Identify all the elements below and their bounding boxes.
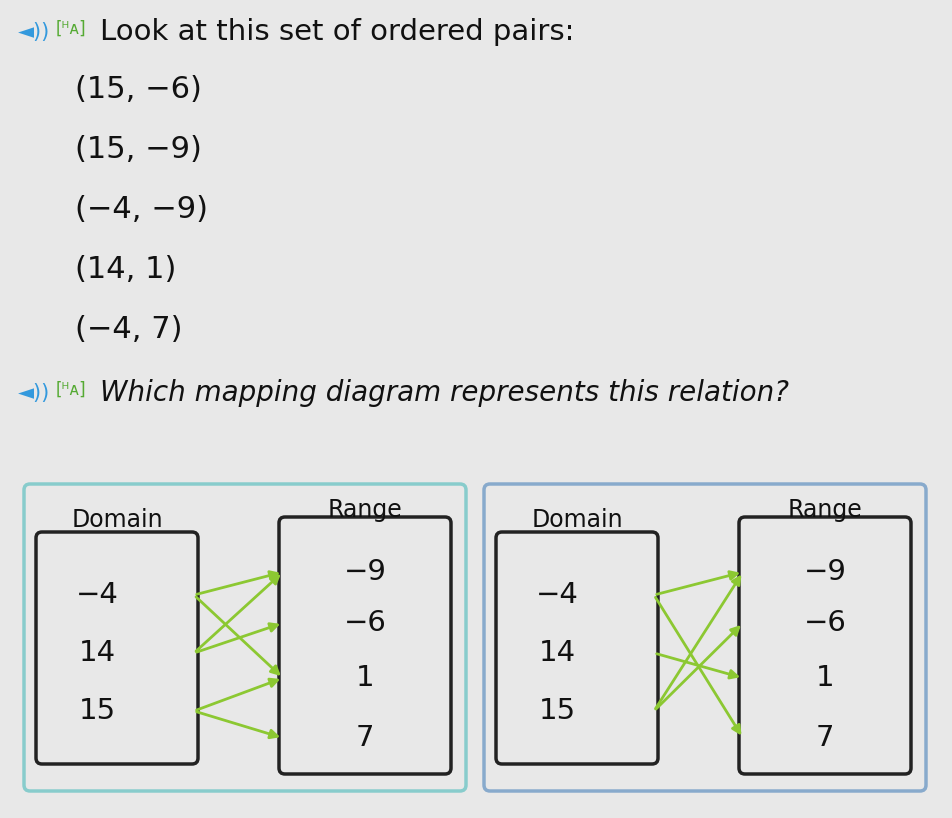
Text: Range: Range (327, 498, 403, 522)
Text: 15: 15 (539, 697, 576, 725)
Text: −9: −9 (344, 558, 387, 586)
Text: 14: 14 (539, 639, 576, 667)
Text: ◄)): ◄)) (18, 383, 50, 403)
Text: 7: 7 (816, 724, 834, 752)
FancyBboxPatch shape (496, 532, 658, 764)
Text: (−4, 7): (−4, 7) (75, 315, 183, 344)
FancyBboxPatch shape (484, 484, 926, 791)
Text: −4: −4 (75, 581, 118, 609)
Text: Domain: Domain (531, 508, 623, 532)
FancyBboxPatch shape (739, 517, 911, 774)
FancyBboxPatch shape (24, 484, 466, 791)
Text: −4: −4 (536, 581, 579, 609)
Text: Domain: Domain (71, 508, 163, 532)
Text: Which mapping diagram represents this relation?: Which mapping diagram represents this re… (100, 379, 789, 407)
Text: −6: −6 (803, 609, 846, 637)
Text: (15, −6): (15, −6) (75, 75, 202, 104)
Text: 14: 14 (78, 639, 115, 667)
Text: (15, −9): (15, −9) (75, 135, 202, 164)
Text: 1: 1 (356, 664, 374, 692)
Text: 15: 15 (78, 697, 115, 725)
Text: [ᴴᴀ]: [ᴴᴀ] (56, 20, 87, 38)
Text: Look at this set of ordered pairs:: Look at this set of ordered pairs: (100, 18, 574, 46)
FancyBboxPatch shape (279, 517, 451, 774)
Text: −6: −6 (344, 609, 387, 637)
Text: (−4, −9): (−4, −9) (75, 195, 208, 224)
Text: −9: −9 (803, 558, 846, 586)
Text: (14, 1): (14, 1) (75, 255, 176, 284)
Text: ◄)): ◄)) (18, 22, 50, 42)
Text: 1: 1 (816, 664, 834, 692)
Text: [ᴴᴀ]: [ᴴᴀ] (56, 381, 87, 399)
Text: 7: 7 (356, 724, 374, 752)
FancyBboxPatch shape (36, 532, 198, 764)
Text: Range: Range (787, 498, 863, 522)
